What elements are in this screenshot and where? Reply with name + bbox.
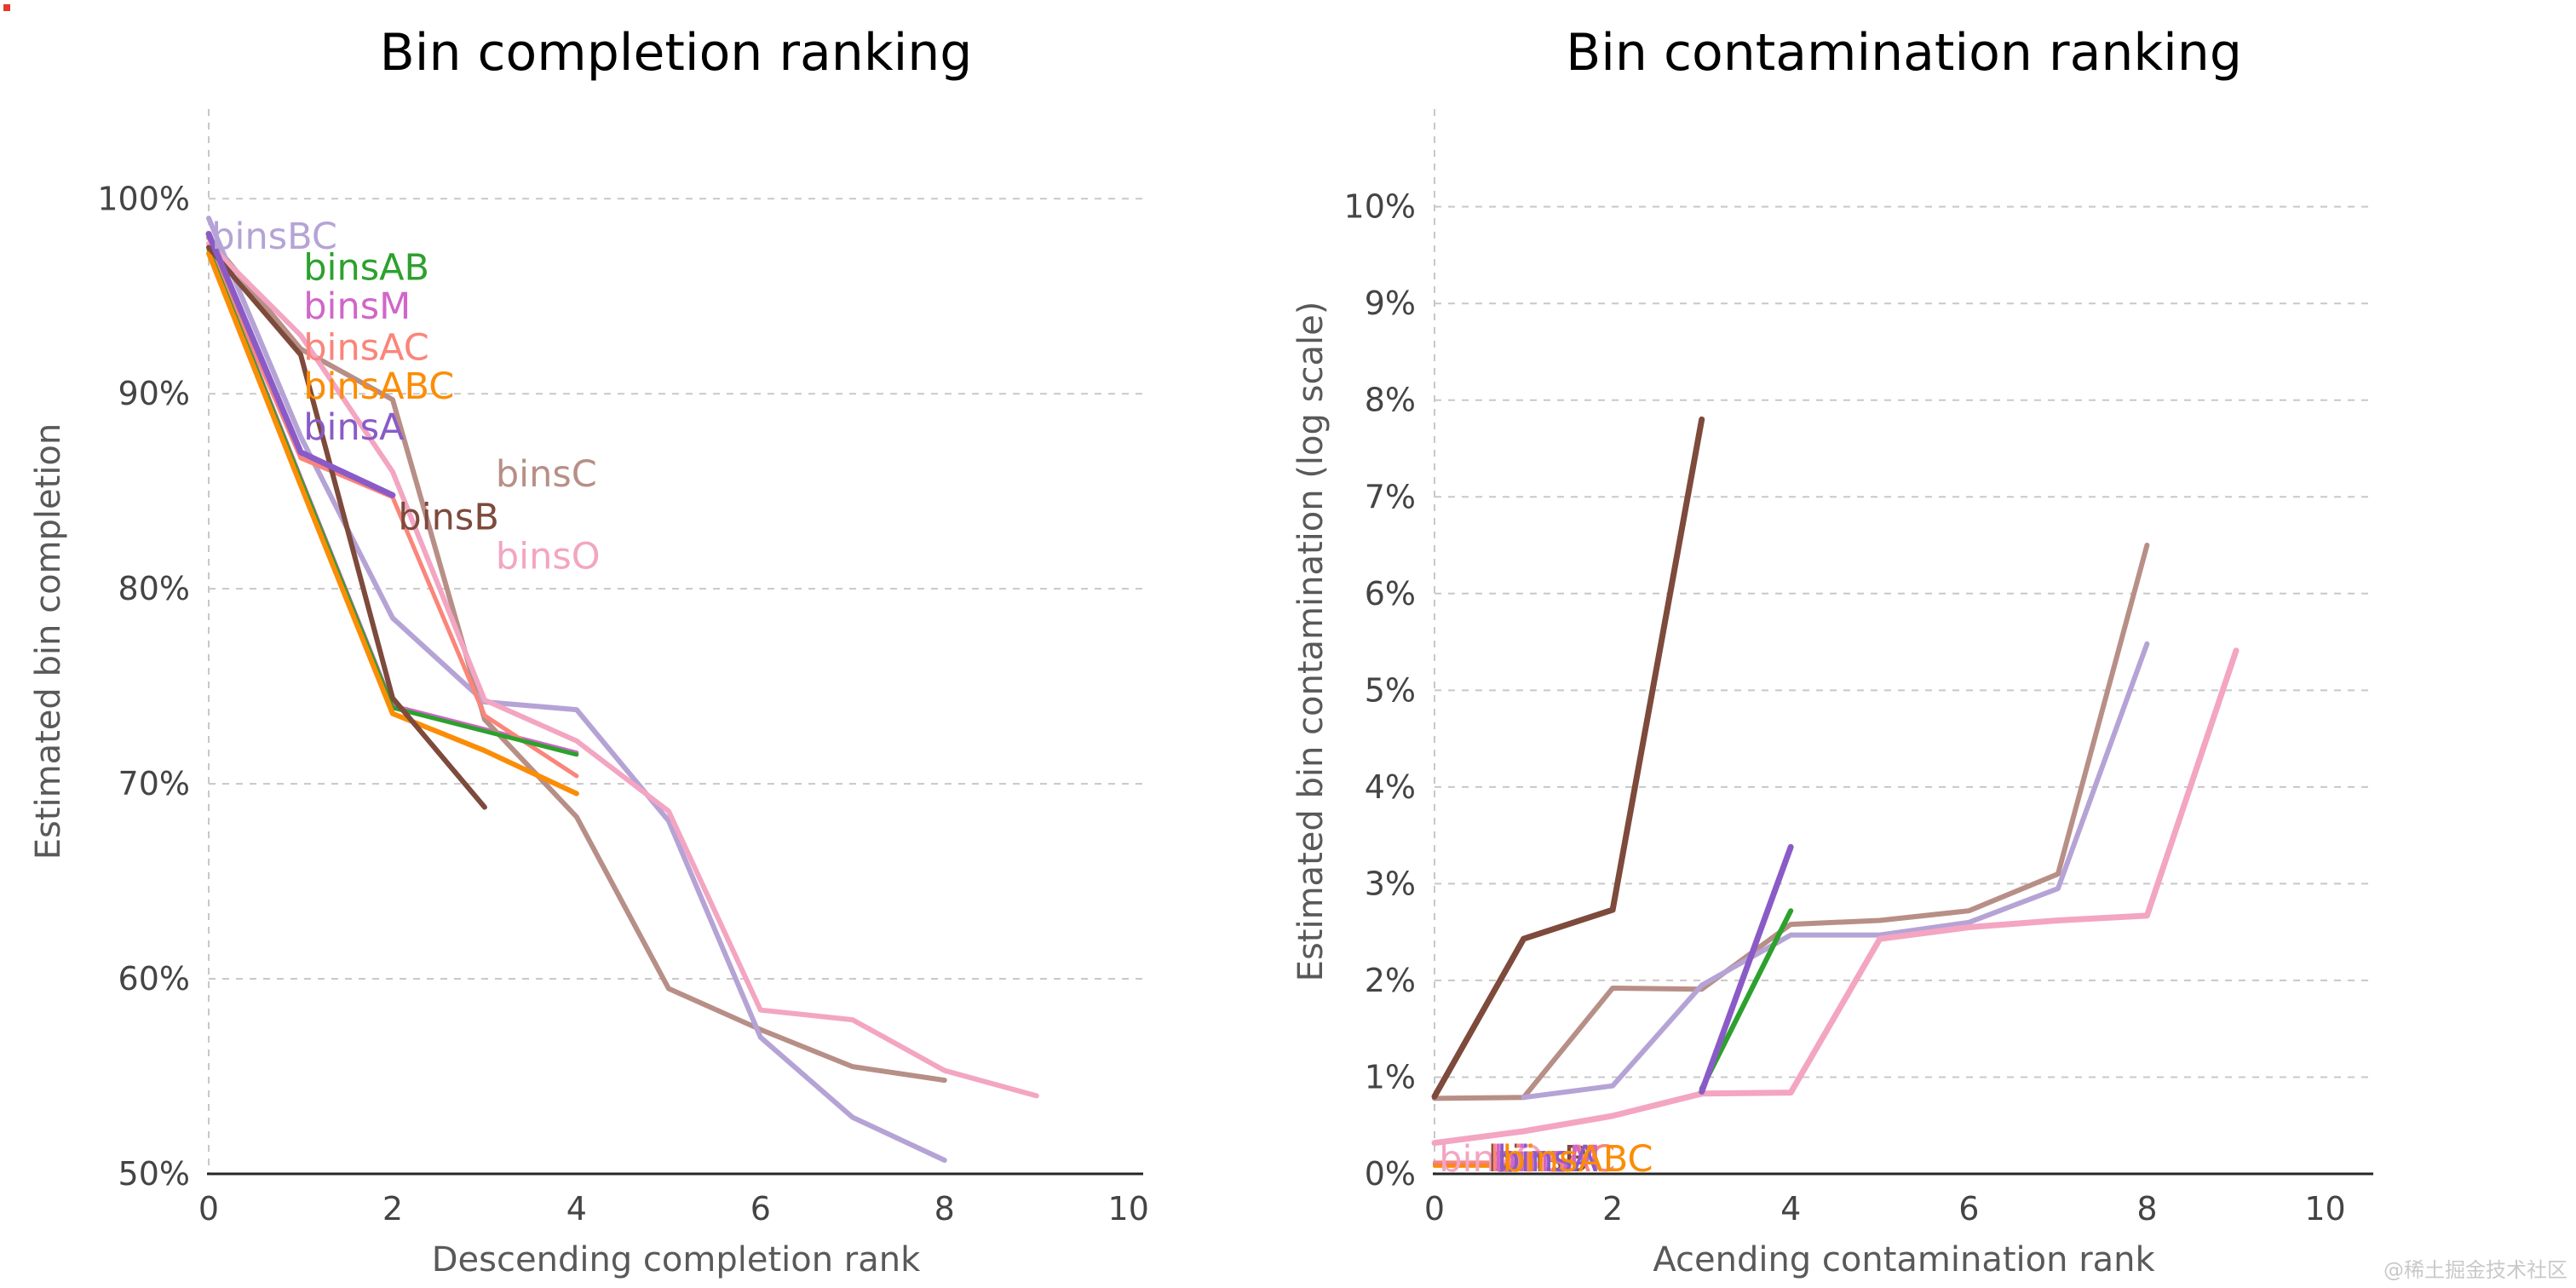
y-tick-label: 6% xyxy=(1365,575,1416,612)
series-line-binsBC xyxy=(1521,641,2150,1101)
series-line-binsB xyxy=(206,244,487,810)
y-axis-label: Estimated bin completion xyxy=(29,423,68,860)
x-tick-label: 6 xyxy=(750,1190,771,1228)
x-tick-label: 0 xyxy=(1424,1190,1445,1228)
y-tick-label: 60% xyxy=(118,960,190,998)
y-tick-label: 3% xyxy=(1365,865,1416,902)
series-label-binsO: binsO xyxy=(1439,1138,1544,1181)
series-line-binsC xyxy=(206,235,947,1084)
series-line-binsA xyxy=(1699,843,1794,1095)
chart-completion: 50%60%70%80%90%100%0 2 4 6 8 10binsBCbinsABbi… xyxy=(29,23,1149,1279)
series-label-binsB: binsB xyxy=(398,496,498,538)
series-label-binsBC: binsBC xyxy=(211,216,337,258)
series-label-binsO: binsO xyxy=(496,535,601,578)
x-tick-label: 4 xyxy=(566,1190,587,1228)
y-tick-label: 9% xyxy=(1365,285,1416,322)
series-line-binsO xyxy=(1431,647,2240,1147)
series-label-binsA: binsA xyxy=(303,406,405,449)
series-label-binsAC: binsAC xyxy=(303,326,429,369)
series-line-binsBC xyxy=(206,216,947,1163)
series-label-binsC: binsC xyxy=(496,453,597,496)
y-tick-label: 7% xyxy=(1365,478,1416,515)
y-tick-label: 70% xyxy=(118,765,190,802)
x-tick-label: 8 xyxy=(2136,1190,2157,1228)
y-tick-label: 2% xyxy=(1365,962,1416,999)
series-label-binsAC: binsAC xyxy=(1490,1138,1616,1181)
y-axis-label: Estimated bin contamination (log scale) xyxy=(1291,302,1331,982)
series-line-binsB xyxy=(1431,416,1705,1100)
y-tick-label: 100% xyxy=(97,180,190,217)
y-tick-label: 1% xyxy=(1365,1058,1416,1095)
series-label-binsB: binsB xyxy=(1488,1138,1589,1181)
series-label-binsABC: binsABC xyxy=(1502,1138,1653,1181)
series-line-binsO xyxy=(206,241,1039,1099)
series-line-binsC xyxy=(1432,543,2150,1101)
x-tick-label: 2 xyxy=(382,1190,403,1228)
x-tick-label: 10 xyxy=(2304,1190,2345,1228)
corner-artifact-dot xyxy=(3,4,10,11)
x-tick-label: 0 xyxy=(198,1190,219,1228)
chart-title: Bin completion ranking xyxy=(380,23,973,83)
y-tick-label: 0% xyxy=(1365,1155,1416,1193)
chart-title: Bin contamination ranking xyxy=(1566,23,2242,83)
series-label-binsM: binsM xyxy=(1493,1138,1601,1181)
y-tick-label: 10% xyxy=(1344,188,1416,226)
series-label-binsA: binsA xyxy=(1497,1138,1598,1181)
x-axis-label: Acending contamination rank xyxy=(1653,1240,2155,1279)
series-line-binsA xyxy=(205,231,396,498)
y-tick-label: 8% xyxy=(1365,382,1416,419)
y-tick-label: 80% xyxy=(118,570,190,607)
series-line-binsABC xyxy=(206,250,579,796)
y-tick-label: 90% xyxy=(118,375,190,412)
y-tick-label: 4% xyxy=(1365,768,1416,806)
x-tick-label: 4 xyxy=(1780,1190,1801,1228)
watermark-text: @稀土掘金技术社区 xyxy=(2383,1258,2567,1282)
y-tick-label: 5% xyxy=(1365,671,1416,709)
series-label-binsAB: binsAB xyxy=(303,246,429,289)
y-tick-label: 50% xyxy=(118,1155,190,1193)
series-label-binsM: binsM xyxy=(303,285,411,328)
x-tick-label: 2 xyxy=(1602,1190,1623,1228)
x-tick-label: 8 xyxy=(934,1190,955,1228)
x-tick-label: 10 xyxy=(1108,1190,1149,1228)
x-tick-label: 6 xyxy=(1958,1190,1979,1228)
x-axis-label: Descending completion rank xyxy=(432,1240,921,1279)
series-label-binsABC: binsABC xyxy=(303,365,454,408)
chart-contamination: 0% 1% 2% 3% 4% 5% 6% 7% 8% 9% 10% 0 2 4 6 8 10 binsObinsB… xyxy=(1291,23,2373,1279)
